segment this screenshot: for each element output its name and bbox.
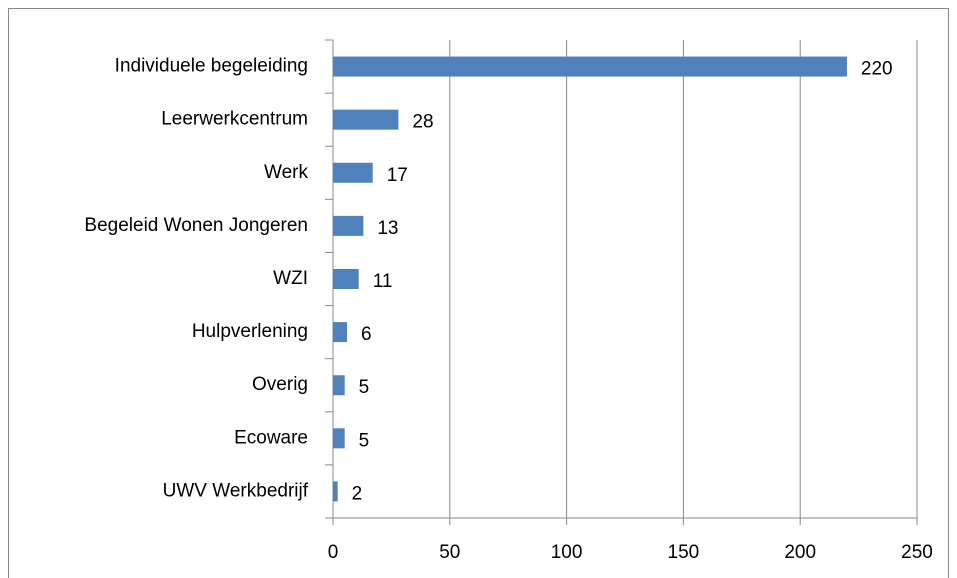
chart-frame <box>8 8 949 578</box>
y-tick-label: Werk <box>264 162 308 183</box>
data-label: 11 <box>373 271 393 292</box>
bar <box>333 322 348 343</box>
y-tick-label: Individuele begeleiding <box>115 56 308 77</box>
data-label: 2 <box>352 483 363 504</box>
y-tick-label: Ecoware <box>234 427 308 448</box>
bar <box>333 481 338 502</box>
y-tick-label: Begeleid Wonen Jongeren <box>84 215 308 236</box>
bar <box>333 375 345 396</box>
data-label: 5 <box>359 377 370 398</box>
y-tick-label: Leerwerkcentrum <box>161 109 308 130</box>
x-tick-label: 50 <box>439 542 460 563</box>
data-label: 28 <box>412 112 433 133</box>
y-tick-label: Overig <box>252 374 308 395</box>
x-tick-label: 250 <box>901 542 933 563</box>
y-tick-label: UWV Werkbedrijf <box>163 480 309 501</box>
bar <box>333 162 373 183</box>
bar <box>333 215 364 236</box>
bar <box>333 428 345 449</box>
data-label: 5 <box>359 430 370 451</box>
data-label: 220 <box>861 59 893 80</box>
bar <box>333 56 847 77</box>
y-tick-label: Hulpverlening <box>192 321 308 342</box>
data-label: 17 <box>387 165 408 186</box>
x-tick-label: 150 <box>668 542 700 563</box>
data-label: 13 <box>377 218 398 239</box>
x-tick-label: 0 <box>328 542 339 563</box>
data-label: 6 <box>361 324 372 345</box>
bar <box>333 109 399 130</box>
y-tick-label: WZI <box>273 268 308 289</box>
bar <box>333 269 359 289</box>
x-tick-label: 100 <box>551 542 583 563</box>
x-tick-label: 200 <box>784 542 816 563</box>
